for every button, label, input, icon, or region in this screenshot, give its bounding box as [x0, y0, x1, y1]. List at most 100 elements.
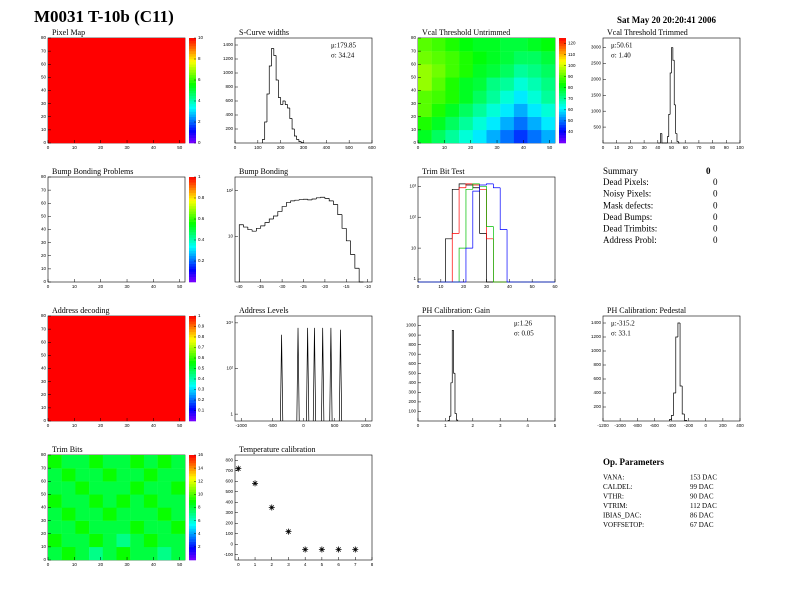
colorbar-segment — [559, 103, 566, 107]
histogram-bin — [282, 100, 286, 105]
heatmap-cell — [61, 455, 76, 469]
colorbar-segment — [189, 38, 196, 41]
x-tick-label: 30 — [125, 423, 131, 428]
heatmap-cell — [75, 481, 90, 495]
y-tick-label: 200 — [225, 126, 233, 131]
y-tick-label: 60 — [41, 478, 47, 483]
colorbar-segment — [189, 368, 196, 372]
colorbar-segment — [189, 229, 196, 233]
histogram-bin — [315, 197, 321, 199]
op-title: Op. Parameters — [603, 457, 664, 467]
colorbar-segment — [189, 476, 196, 479]
summary-label: Dead Trimbits: — [603, 223, 657, 233]
y-tick-label: 60 — [41, 339, 47, 344]
y-tick-label: 800 — [225, 457, 233, 462]
colorbar-segment — [559, 74, 566, 78]
histogram-bin — [268, 65, 272, 94]
heatmap-cell — [445, 51, 460, 65]
colorbar-segment — [559, 135, 566, 139]
x-tick-label: 20 — [98, 284, 104, 289]
x-tick-label: 1 — [254, 562, 257, 567]
colorbar-segment — [189, 515, 196, 519]
point — [268, 504, 275, 511]
colorbar-segment — [189, 329, 196, 333]
heatmap-cell — [89, 507, 103, 521]
heatmap-cell — [459, 129, 473, 144]
colorbar-segment — [559, 45, 566, 49]
heatmap-cell — [116, 520, 131, 534]
heatmap-cell — [431, 51, 446, 65]
heatmap-cell — [527, 129, 542, 144]
colorbar-segment — [189, 43, 196, 47]
heatmap-cell — [541, 103, 556, 117]
colorbar-segment — [189, 483, 196, 487]
heatmap-cell — [48, 455, 62, 469]
y-tick-label: 40 — [411, 88, 417, 93]
heatmap-cell — [472, 103, 487, 117]
heatmap-cell — [431, 129, 446, 144]
heatmap-cell — [513, 64, 528, 78]
x-tick-label: 50 — [669, 145, 675, 150]
heatmap-cell — [431, 90, 446, 104]
point — [335, 546, 342, 553]
heatmap-cell — [513, 77, 528, 91]
heatmap-cell — [102, 481, 117, 495]
y-tick-label: 400 — [225, 499, 233, 504]
colorbar-tick-label: 120 — [568, 41, 576, 46]
x-tick-label: 100 — [736, 145, 744, 150]
heatmap-cell — [116, 507, 131, 521]
histogram-bin — [479, 187, 487, 234]
colorbar-segment — [559, 48, 566, 52]
histogram-bin — [294, 199, 300, 201]
x-tick-label: 200 — [277, 145, 285, 150]
x-tick-label: 7 — [354, 562, 357, 567]
colorbar-segment — [189, 379, 196, 382]
heatmap-cell — [48, 546, 62, 561]
colorbar-segment — [189, 216, 196, 220]
colorbar-segment — [189, 219, 196, 222]
colorbar-segment — [559, 85, 566, 89]
x-tick-label: 50 — [547, 145, 553, 150]
x-tick-label: 2 — [270, 562, 273, 567]
colorbar-segment — [189, 45, 196, 49]
point — [235, 465, 242, 472]
y-tick-label: 40 — [41, 505, 47, 510]
heatmap-cell — [418, 129, 432, 144]
x-tick-label: 20 — [98, 145, 104, 150]
histogram-bin — [668, 114, 671, 137]
colorbar-segment — [189, 386, 196, 390]
stats-text: σ: 34.24 — [331, 52, 355, 60]
op-name: VOFFSETOP: — [603, 521, 644, 529]
y-tick-label: 10² — [226, 188, 233, 193]
colorbar-segment — [189, 258, 196, 262]
colorbar-segment — [189, 203, 196, 207]
heatmap-cell — [500, 38, 515, 52]
plot-frame — [234, 37, 373, 144]
y-tick-label: 800 — [408, 342, 416, 347]
x-tick-label: 0 — [234, 145, 237, 150]
heatmap-cell — [431, 38, 446, 52]
colorbar-tick-label: 0.7 — [198, 345, 205, 350]
histogram-bin — [486, 183, 494, 186]
y-tick-label: 80 — [41, 452, 47, 457]
colorbar-segment — [189, 352, 196, 356]
colorbar-segment — [559, 95, 566, 99]
summary-label: Mask defects: — [603, 200, 653, 210]
heatmap-cell — [486, 77, 501, 91]
plot-frame — [234, 176, 373, 283]
x-tick-label: 40 — [507, 284, 513, 289]
heatmap-cell — [472, 64, 487, 78]
heatmap-cell — [102, 494, 117, 508]
x-tick-label: 30 — [125, 284, 131, 289]
histogram-bin — [328, 198, 334, 202]
colorbar-tick-label: 4 — [198, 531, 201, 536]
y-tick-label: 400 — [408, 380, 416, 385]
heatmap-cell — [418, 116, 432, 131]
heatmap-cell — [157, 481, 172, 495]
summary-value: 0 — [713, 235, 718, 245]
x-tick-label: 400 — [736, 423, 744, 428]
colorbar-segment — [559, 61, 566, 65]
x-tick-label: 50 — [177, 284, 183, 289]
heatmap-cell — [418, 90, 432, 104]
colorbar-segment — [189, 208, 196, 212]
